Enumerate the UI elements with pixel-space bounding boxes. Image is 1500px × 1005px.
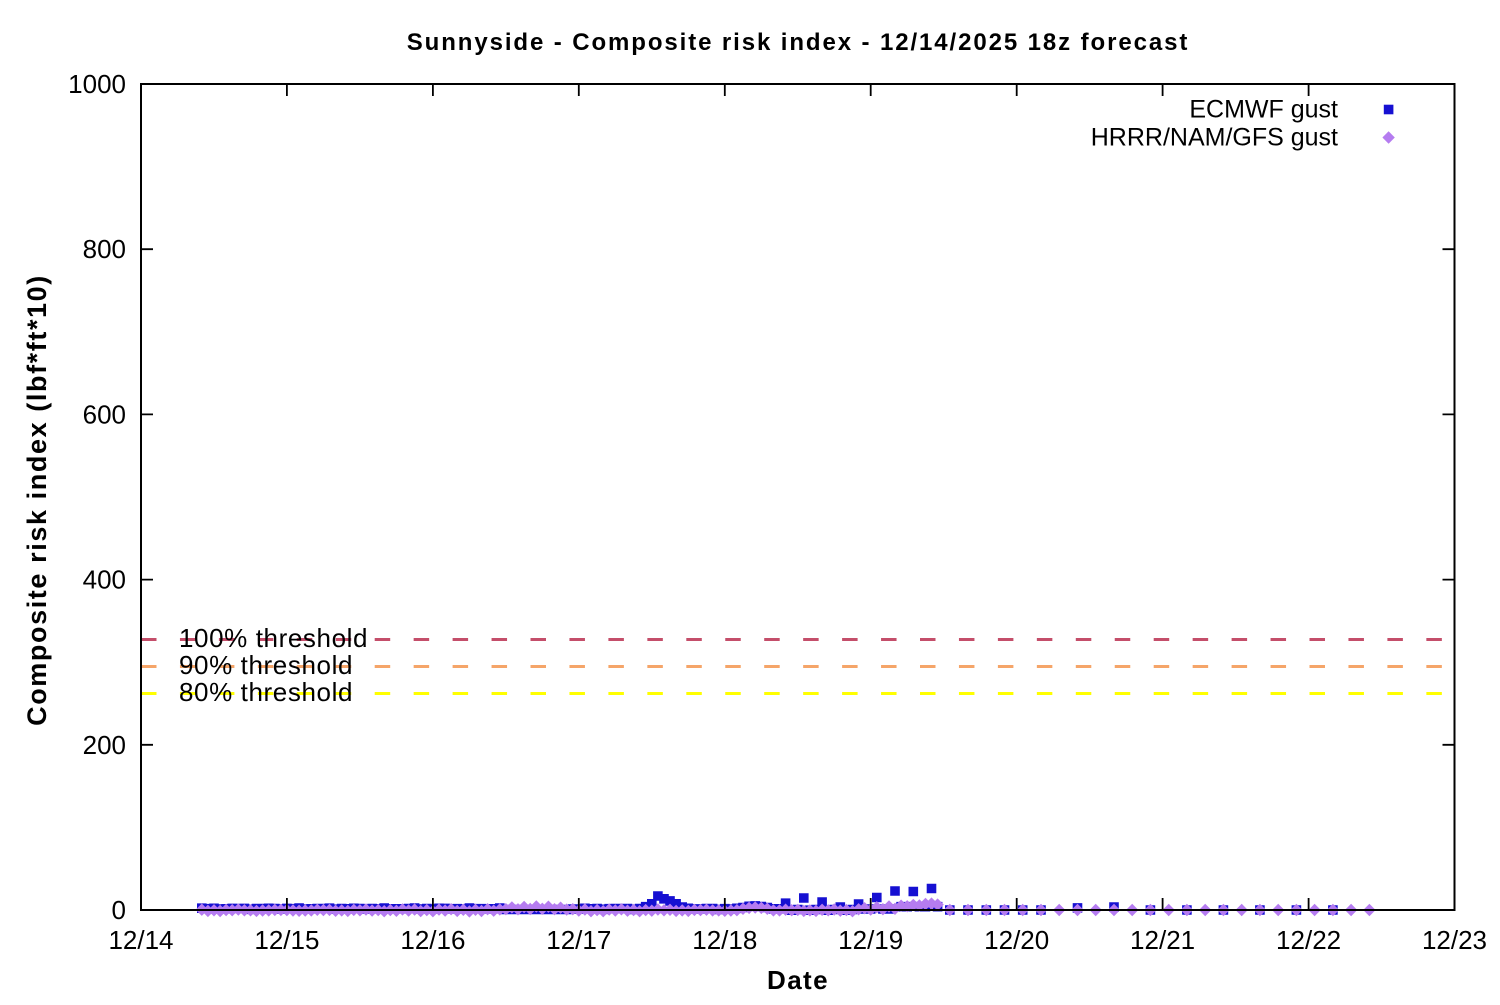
svg-text:Date: Date bbox=[767, 965, 829, 995]
svg-text:12/19: 12/19 bbox=[838, 925, 903, 955]
svg-text:12/17: 12/17 bbox=[546, 925, 611, 955]
svg-text:0: 0 bbox=[112, 895, 126, 925]
svg-text:Composite risk index (lbf*ft*1: Composite risk index (lbf*ft*10) bbox=[22, 274, 52, 726]
svg-text:HRRR/NAM/GFS gust: HRRR/NAM/GFS gust bbox=[1091, 124, 1338, 152]
svg-text:ECMWF gust: ECMWF gust bbox=[1189, 96, 1338, 124]
svg-text:12/20: 12/20 bbox=[984, 925, 1049, 955]
svg-text:200: 200 bbox=[83, 730, 126, 760]
svg-text:12/23: 12/23 bbox=[1422, 925, 1487, 955]
svg-text:12/15: 12/15 bbox=[254, 925, 319, 955]
svg-text:12/18: 12/18 bbox=[692, 925, 757, 955]
svg-text:100% threshold: 100% threshold bbox=[179, 623, 368, 653]
svg-text:12/21: 12/21 bbox=[1130, 925, 1195, 955]
svg-text:800: 800 bbox=[83, 234, 126, 264]
svg-text:600: 600 bbox=[83, 399, 126, 429]
svg-text:90% threshold: 90% threshold bbox=[179, 650, 353, 680]
svg-text:12/16: 12/16 bbox=[400, 925, 465, 955]
svg-text:80% threshold: 80% threshold bbox=[179, 677, 353, 707]
svg-text:400: 400 bbox=[83, 565, 126, 595]
svg-text:Sunnyside - Composite risk ind: Sunnyside - Composite risk index - 12/14… bbox=[407, 29, 1189, 56]
svg-text:1000: 1000 bbox=[68, 69, 126, 99]
svg-text:12/22: 12/22 bbox=[1276, 925, 1341, 955]
svg-text:12/14: 12/14 bbox=[108, 925, 173, 955]
